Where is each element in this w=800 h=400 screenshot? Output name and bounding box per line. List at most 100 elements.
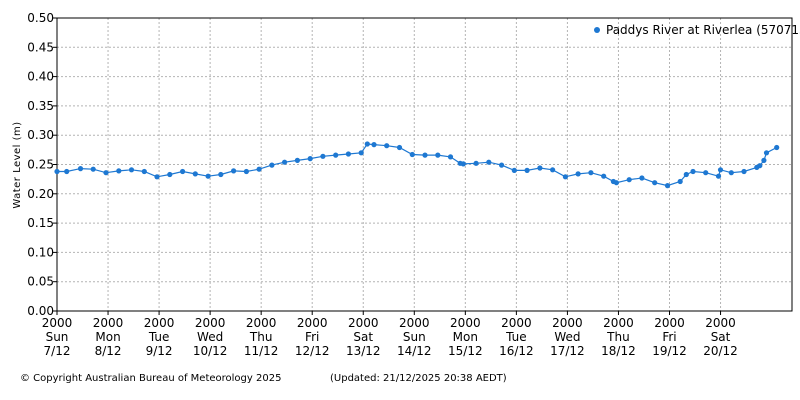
x-tick-label-line: 13/12: [346, 344, 381, 358]
legend: Paddys River at Riverlea (570713): [594, 23, 800, 37]
data-point: [562, 174, 569, 180]
x-tick-label-line: 7/12: [44, 344, 71, 358]
y-tick-label: 0.10: [27, 245, 54, 259]
y-tick-label: 0.50: [27, 11, 54, 25]
x-tick-label: 2000 Tue 9/12: [144, 316, 175, 358]
x-tick-label-line: 9/12: [146, 344, 173, 358]
x-tick-label-line: 19/12: [652, 344, 687, 358]
x-tick-label-line: 8/12: [95, 344, 122, 358]
data-point: [345, 151, 351, 157]
data-point: [447, 154, 454, 160]
data-point: [364, 141, 370, 147]
x-tick-label-line: Thu: [606, 330, 630, 344]
x-tick-label-line: Tue: [148, 330, 170, 344]
data-point: [639, 175, 645, 181]
data-point: [717, 167, 724, 173]
x-tick-label-line: 2000: [144, 316, 175, 330]
x-tick-label-line: 2000: [297, 316, 328, 330]
data-point: [307, 156, 313, 162]
x-tick-label: 2000 Fri 19/12: [652, 316, 687, 358]
data-point: [715, 173, 722, 179]
x-tick-label-line: Mon: [453, 330, 478, 344]
x-tick-label: 2000 Sat 20/12: [703, 316, 738, 358]
data-point: [128, 167, 135, 173]
axes: [53, 17, 793, 315]
data-point: [524, 167, 530, 173]
data-point: [486, 159, 492, 165]
data-point: [537, 165, 543, 171]
x-tick-label-line: 2000: [450, 316, 481, 330]
x-tick-label-line: 2000: [603, 316, 634, 330]
x-tick-label-line: 2000: [348, 316, 379, 330]
x-tick-label-line: Wed: [197, 330, 223, 344]
data-point: [90, 166, 96, 172]
x-tick-label-line: Sun: [403, 330, 426, 344]
data-point: [774, 144, 780, 151]
legend-marker: [594, 27, 600, 33]
water-level-chart: 0.00 0.05 0.10 0.15 0.20 0.25 0.30 0.35 0.40 0.45…: [12, 11, 800, 358]
grid: [57, 17, 792, 311]
data-point: [550, 167, 556, 173]
x-tick-label-line: Tue: [505, 330, 527, 344]
data-point: [761, 157, 767, 163]
x-tick-label: 2000 Wed 10/12: [193, 316, 228, 358]
x-tick-label-line: 2000: [705, 316, 736, 330]
data-point: [384, 143, 390, 149]
data-point: [116, 168, 122, 174]
data-point: [422, 152, 428, 158]
x-tick-label: 2000 Thu 18/12: [601, 316, 636, 358]
x-tick-label: 2000 Mon 15/12: [448, 316, 483, 358]
data-point: [218, 171, 224, 178]
data-point: [205, 173, 211, 179]
x-tick-label-line: Sun: [46, 330, 69, 344]
x-tick-label-line: 16/12: [499, 344, 534, 358]
data-point: [54, 168, 60, 175]
y-tick-label: 0.05: [27, 275, 54, 289]
x-tick-label-line: 20/12: [703, 344, 738, 358]
data-point: [683, 171, 689, 178]
data-point: [192, 171, 198, 177]
y-tick-label: 0.40: [27, 70, 54, 84]
x-tick-label-line: 10/12: [193, 344, 228, 358]
updated-timestamp: (Updated: 21/12/2025 20:38 AEDT): [330, 373, 507, 384]
series-layer: [54, 141, 780, 189]
data-point: [728, 170, 734, 176]
x-tick-label-line: 2000: [195, 316, 226, 330]
x-tick-label-line: 2000: [552, 316, 583, 330]
data-point: [294, 157, 300, 163]
data-point: [103, 170, 109, 176]
x-tick-label-line: Thu: [249, 330, 273, 344]
y-tick-labels: 0.00 0.05 0.10 0.15 0.20 0.25 0.30 0.35 0.40 0.45…: [27, 11, 54, 318]
x-tick-label-line: 2000: [246, 316, 277, 330]
x-tick-label-line: 2000: [399, 316, 430, 330]
data-point: [664, 183, 671, 189]
data-point: [652, 180, 658, 186]
data-point: [757, 163, 763, 169]
data-point: [677, 178, 683, 185]
data-point: [371, 142, 377, 148]
data-point: [180, 168, 186, 175]
y-tick-label: 0.20: [27, 187, 54, 201]
x-tick-label-line: 14/12: [397, 344, 432, 358]
y-axis-label: Water Level (m): [12, 121, 23, 208]
data-point: [256, 166, 262, 172]
data-point: [333, 152, 339, 158]
data-point: [763, 150, 770, 156]
data-point: [154, 174, 160, 180]
data-point: [613, 180, 620, 186]
data-point: [473, 160, 479, 166]
plot-border: [56, 17, 793, 312]
x-tick-label: 2000 Mon 8/12: [93, 316, 124, 358]
data-point: [575, 171, 581, 177]
data-point: [409, 151, 415, 158]
x-tick-label-line: 2000: [93, 316, 124, 330]
copyright-text: © Copyright Australian Bureau of Meteoro…: [20, 373, 282, 384]
x-tick-label-line: 17/12: [550, 344, 585, 358]
x-tick-label-line: Wed: [554, 330, 580, 344]
x-tick-label: 2000 Thu 11/12: [244, 316, 279, 358]
x-tick-label: 2000 Sat 13/12: [346, 316, 381, 358]
data-point: [460, 161, 466, 167]
x-tick-label: 2000 Tue 16/12: [499, 316, 534, 358]
data-point: [64, 168, 70, 175]
